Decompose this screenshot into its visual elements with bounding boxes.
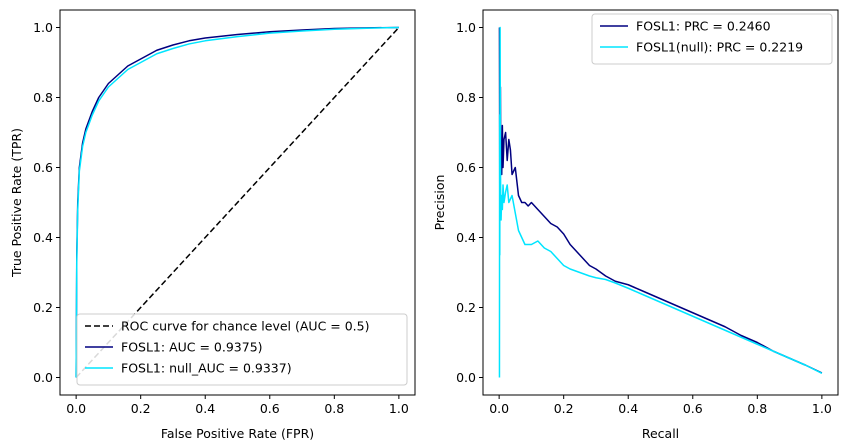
roc-y-tick-label: 0.2 [33, 300, 53, 315]
prc-y-tick-label: 0.4 [456, 230, 476, 245]
prc-series-line-1 [498, 26, 823, 378]
roc-x-tick-label: 0.4 [195, 401, 215, 416]
roc-x-axis-label: False Positive Rate (FPR) [161, 426, 314, 441]
prc-y-tick-label: 1.0 [456, 20, 476, 35]
roc-legend-label-2: FOSL1: null_AUC = 0.9337) [121, 361, 292, 376]
prc-legend-label-1: FOSL1(null): PRC = 0.2219 [636, 40, 803, 55]
roc-y-tick-label: 0.6 [33, 160, 53, 175]
prc-chart: 0.0 0.2 0.4 0.6 0.8 1.0 0.0 0.2 0.4 0.6 0.8 1.0 Re… [432, 9, 839, 441]
roc-x-tick-label: 0.8 [324, 401, 344, 416]
roc-y-tick-label: 0.4 [33, 230, 53, 245]
prc-y-axis-label: Precision [432, 175, 447, 231]
prc-x-tick-label: 0.4 [618, 401, 638, 416]
roc-y-axis-label: True Positive Rate (TPR) [9, 128, 24, 278]
roc-legend-box [76, 313, 408, 386]
prc-y-tick-label: 0.8 [456, 90, 476, 105]
prc-plot-frame [482, 9, 839, 396]
roc-x-tick-label: 0.2 [131, 401, 151, 416]
roc-legend-label-1: FOSL1: AUC = 0.9375) [121, 340, 263, 355]
roc-x-ticks: 0.0 0.2 0.4 0.6 0.8 1.0 [66, 395, 409, 416]
roc-y-tick-label: 0.0 [33, 370, 53, 385]
prc-x-tick-label: 0.6 [683, 401, 703, 416]
roc-x-tick-label: 0.6 [260, 401, 280, 416]
roc-x-tick-label: 1.0 [389, 401, 409, 416]
prc-x-tick-label: 0.8 [747, 401, 767, 416]
prc-x-tick-label: 1.0 [812, 401, 832, 416]
prc-x-tick-label: 0.2 [554, 401, 574, 416]
roc-series-line-2 [75, 26, 399, 378]
roc-y-tick-label: 1.0 [33, 20, 53, 35]
prc-x-axis-label: Recall [642, 426, 679, 441]
prc-legend-box [591, 13, 833, 65]
prc-x-ticks: 0.0 0.2 0.4 0.6 0.8 1.0 [489, 395, 832, 416]
roc-y-tick-label: 0.8 [33, 90, 53, 105]
prc-y-tick-label: 0.0 [456, 370, 476, 385]
roc-chart: 0.0 0.2 0.4 0.6 0.8 1.0 0.0 0.2 0.4 0.6 0.8 1.0 Fa… [9, 9, 416, 441]
roc-plot-frame [59, 9, 416, 396]
prc-x-tick-label: 0.0 [489, 401, 509, 416]
roc-x-tick-label: 0.0 [66, 401, 86, 416]
prc-y-ticks: 0.0 0.2 0.4 0.6 0.8 1.0 [456, 20, 483, 385]
roc-y-ticks: 0.0 0.2 0.4 0.6 0.8 1.0 [33, 20, 60, 385]
prc-legend-label-0: FOSL1: PRC = 0.2460 [636, 19, 771, 34]
roc-legend-label-0: ROC curve for chance level (AUC = 0.5) [121, 319, 369, 334]
prc-marks [498, 26, 823, 378]
prc-y-tick-label: 0.6 [456, 160, 476, 175]
prc-y-tick-label: 0.2 [456, 300, 476, 315]
roc-marks [75, 26, 400, 379]
prc-series-line-0 [498, 27, 823, 374]
roc-legend: ROC curve for chance level (AUC = 0.5) FO… [76, 313, 408, 386]
prc-legend: FOSL1: PRC = 0.2460 FOSL1(null): PRC = 0.… [591, 13, 833, 65]
roc-series-line-0 [75, 26, 400, 379]
